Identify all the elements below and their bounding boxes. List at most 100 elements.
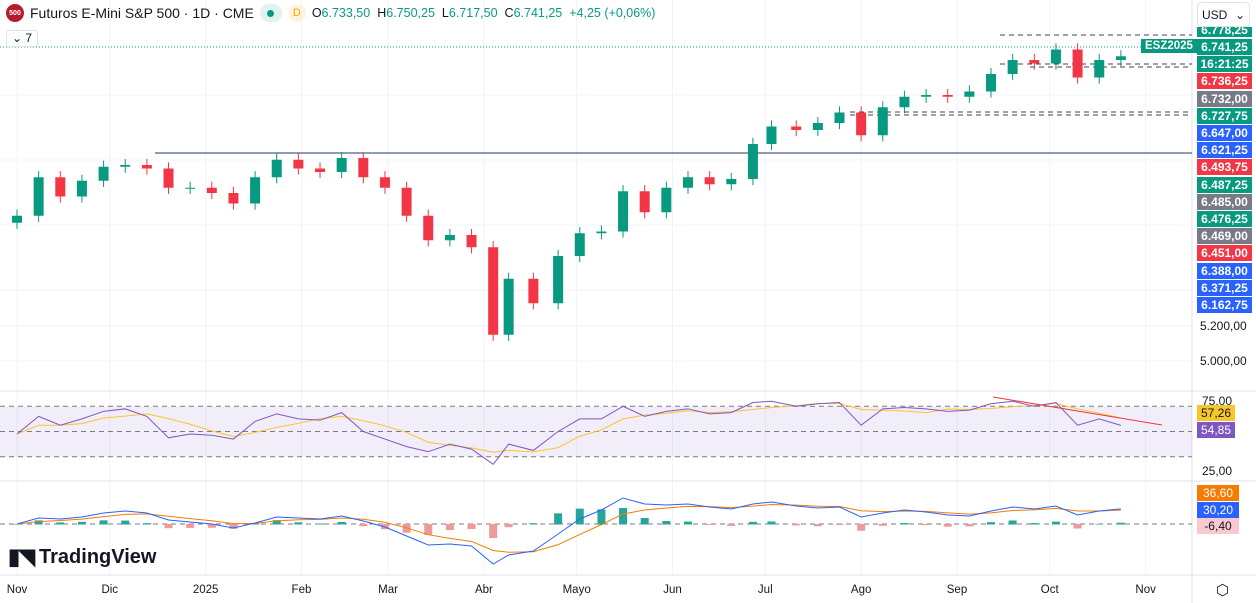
macd-histogram-bar (640, 518, 649, 525)
macd-histogram-bar (1051, 521, 1060, 525)
macd-histogram-bar (683, 521, 692, 525)
candle-body (228, 193, 239, 204)
macd-line (16, 497, 1121, 565)
candle-body (55, 177, 66, 197)
macd-histogram-bar (554, 513, 563, 525)
price-tag: 6.476,25 (1197, 211, 1252, 227)
price-tag: 6.736,25 (1197, 73, 1252, 90)
price-tag: 6.621,25 (1197, 142, 1252, 159)
price-tag: 6.741,25 (1197, 39, 1252, 55)
candle-body (271, 159, 282, 178)
rsi-ma-line (16, 402, 1121, 453)
candle-body (423, 215, 434, 241)
candle-body (379, 177, 390, 188)
price-axis-label: 5.000,00 (1200, 354, 1247, 368)
settings-icon[interactable]: ⬡ (1216, 582, 1230, 599)
price-tag: 6.371,25 (1197, 279, 1252, 296)
rsi-line (16, 400, 1122, 465)
candle-body (1029, 60, 1040, 64)
macd-histogram-bar (489, 524, 498, 539)
time-axis-label: Ago (850, 584, 872, 596)
candle-body (942, 95, 953, 97)
price-tag: 6.162,75 (1197, 297, 1252, 313)
macd-histogram-bar (878, 524, 887, 526)
candle-body (358, 158, 369, 178)
candle-body (76, 180, 87, 197)
price-tag: 6.727,75 (1197, 107, 1252, 124)
macd-histogram-bar (943, 524, 952, 527)
rsi-value-tag: 57,26 (1197, 405, 1235, 421)
candle-body (488, 247, 499, 335)
price-tag: 6.469,00 (1197, 228, 1252, 245)
candle-body (747, 144, 758, 179)
candle-body (704, 177, 715, 185)
candle-body (336, 158, 347, 172)
macd-histogram-bar (186, 524, 195, 528)
candle-body (120, 165, 131, 167)
indicators-toggle[interactable]: ⌄ 7 (6, 30, 39, 47)
macd-histogram-bar (121, 520, 130, 525)
time-axis-label: Mayo (562, 584, 591, 596)
candle-body (528, 278, 539, 304)
symbol-header: 500 Futuros E-Mini S&P 500 · 1D · CME D … (6, 4, 655, 22)
macd-value-tag: 36,60 (1197, 485, 1239, 501)
macd-histogram-bar (424, 524, 433, 535)
candle-body (661, 187, 672, 213)
candle-body (1094, 60, 1105, 78)
price-tag: 6.388,00 (1197, 262, 1252, 279)
candle-body (315, 168, 326, 172)
macd-histogram-bar (34, 520, 43, 525)
currency-select[interactable]: USD ⌄ (1197, 2, 1250, 27)
time-axis-label: Nov (6, 584, 28, 596)
macd-value-tag: -6,40 (1197, 518, 1239, 534)
macd-histogram-bar (229, 524, 238, 529)
macd-histogram-bar (662, 521, 671, 525)
ohlc-values: O6.733,50 H6.750,25 L6.717,50 C6.741,25 … (311, 6, 656, 20)
candle-body (1007, 60, 1018, 74)
candle-body (293, 159, 304, 169)
price-tag: 6.451,00 (1197, 245, 1252, 262)
interval-badge: D (287, 4, 306, 22)
macd-histogram-bar (337, 521, 346, 525)
macd-histogram-bar (965, 524, 974, 527)
candle-body (206, 187, 217, 193)
candle-body (791, 126, 802, 130)
chevron-down-icon: ⌄ (12, 31, 26, 45)
macd-histogram-bar (77, 521, 86, 525)
macd-histogram-bar (294, 522, 303, 525)
macd-histogram-bar (316, 523, 325, 525)
candle-body (98, 166, 109, 181)
time-axis-label: Jun (663, 584, 682, 596)
trend-line (992, 396, 1163, 426)
macd-histogram-bar (835, 524, 844, 525)
candle-body (618, 191, 629, 232)
symbol-tag: ESZ2025 (1141, 39, 1197, 53)
price-tag: 6.647,00 (1197, 125, 1252, 141)
candle-body (574, 233, 585, 256)
macd-histogram-bar (445, 524, 454, 531)
chevron-down-icon: ⌄ (1234, 8, 1245, 22)
macd-histogram-bar (207, 524, 216, 528)
change-value: +4,25 (+0,06%) (569, 6, 656, 20)
candle-body (682, 177, 693, 188)
candle-body (1050, 49, 1061, 64)
macd-histogram-bar (402, 524, 411, 533)
macd-histogram-bar (1116, 522, 1125, 525)
macd-histogram-bar (99, 520, 108, 525)
macd-histogram-bar (1030, 523, 1039, 525)
price-tag: 6.732,00 (1197, 90, 1252, 107)
candle-body (596, 231, 607, 234)
macd-histogram-bar (987, 522, 996, 525)
macd-histogram-bar (359, 524, 368, 527)
price-tag: 6.487,25 (1197, 176, 1252, 193)
candle-body (766, 126, 777, 144)
macd-histogram-bar (575, 508, 584, 525)
candle-body (986, 74, 997, 92)
time-axis-label: Abr (474, 584, 493, 596)
candle-body (899, 96, 910, 108)
price-tag: 6.493,75 (1197, 159, 1252, 176)
time-axis-label: Dic (101, 584, 119, 596)
macd-histogram-bar (467, 524, 476, 530)
symbol-title[interactable]: Futuros E-Mini S&P 500 · 1D · CME (30, 5, 254, 21)
